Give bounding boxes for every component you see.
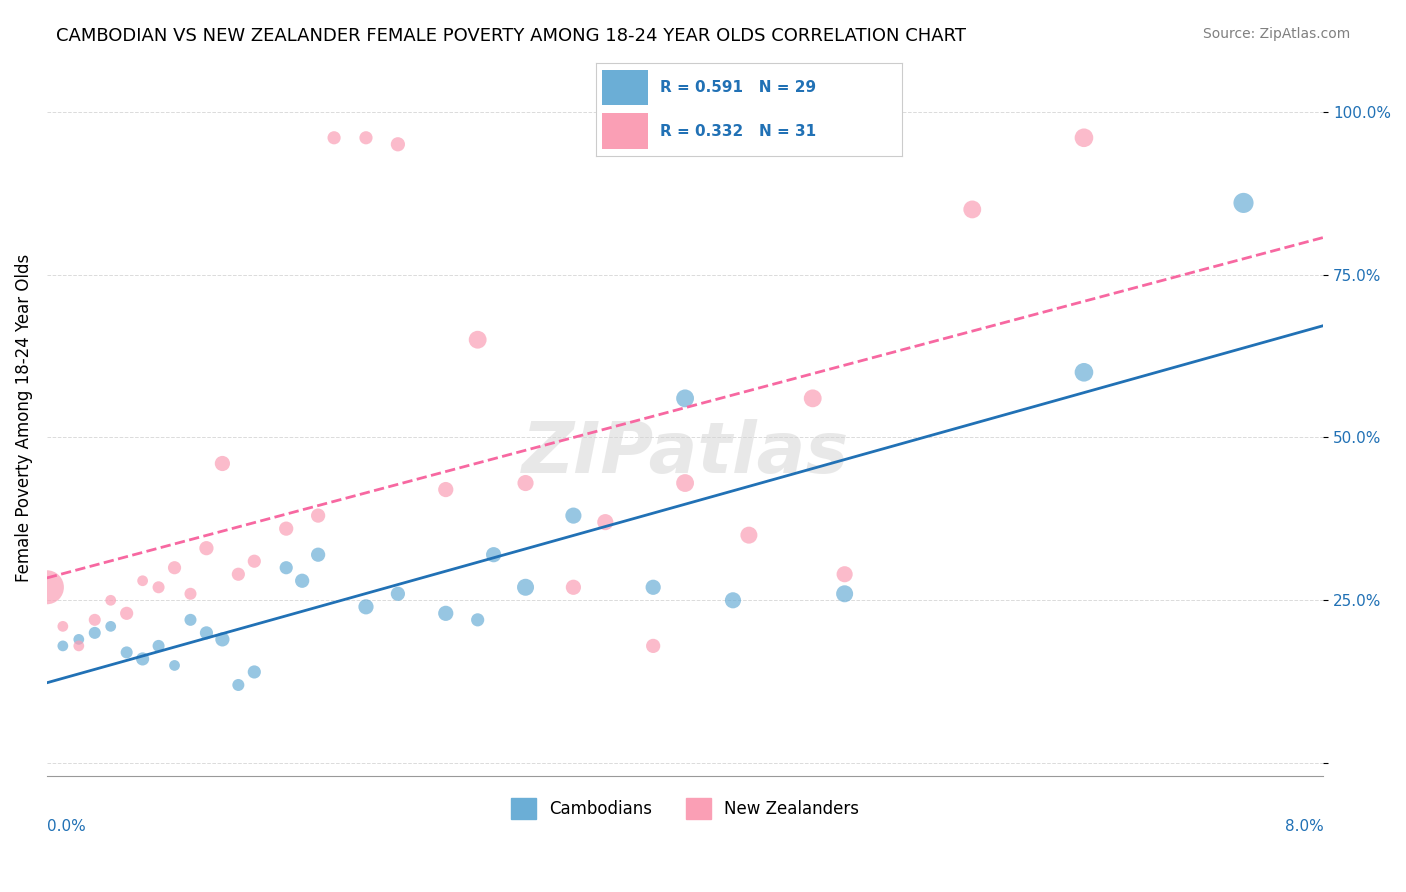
Point [83,625,105,640]
Point [115,607,138,621]
Point [515,476,537,491]
Text: Source: ZipAtlas.com: Source: ZipAtlas.com [1202,27,1350,41]
Point [434,607,457,621]
Point [131,652,153,666]
Point [387,587,409,601]
Point [228,567,250,582]
Point [67,632,90,647]
Point [515,580,537,594]
Point [323,130,346,145]
Point [52,619,75,633]
Point [1232,195,1254,210]
Point [467,613,489,627]
Point [482,548,505,562]
Point [307,548,329,562]
Point [52,639,75,653]
Point [643,580,665,594]
Point [673,392,696,406]
Point [307,508,329,523]
Text: CAMBODIAN VS NEW ZEALANDER FEMALE POVERTY AMONG 18-24 YEAR OLDS CORRELATION CHAR: CAMBODIAN VS NEW ZEALANDER FEMALE POVERT… [56,27,966,45]
Point [243,665,266,679]
Point [1073,130,1095,145]
Point [195,625,218,640]
Point [148,639,170,653]
Point [834,587,856,601]
Point [834,567,856,582]
Point [35,580,58,594]
Point [721,593,744,607]
Point [195,541,218,556]
Point [100,593,122,607]
Point [276,522,298,536]
Point [243,554,266,568]
Point [163,658,186,673]
Point [801,392,824,406]
Point [643,639,665,653]
Point [562,580,585,594]
Point [673,476,696,491]
Text: 0.0%: 0.0% [46,819,86,834]
Point [467,333,489,347]
Point [148,580,170,594]
Point [211,632,233,647]
Point [434,483,457,497]
Point [163,560,186,574]
Point [962,202,984,217]
Point [115,645,138,659]
Point [179,613,201,627]
Point [83,613,105,627]
Text: ZIPatlas: ZIPatlas [522,419,849,488]
Legend: Cambodians, New Zealanders: Cambodians, New Zealanders [505,791,866,825]
Point [67,639,90,653]
Point [131,574,153,588]
Y-axis label: Female Poverty Among 18-24 Year Olds: Female Poverty Among 18-24 Year Olds [15,253,32,582]
Text: 8.0%: 8.0% [1285,819,1323,834]
Point [562,508,585,523]
Point [211,457,233,471]
Point [276,560,298,574]
Point [179,587,201,601]
Point [387,137,409,152]
Point [228,678,250,692]
Point [354,599,377,614]
Point [595,515,617,529]
Point [100,619,122,633]
Point [1073,365,1095,379]
Point [354,130,377,145]
Point [738,528,761,542]
Point [291,574,314,588]
